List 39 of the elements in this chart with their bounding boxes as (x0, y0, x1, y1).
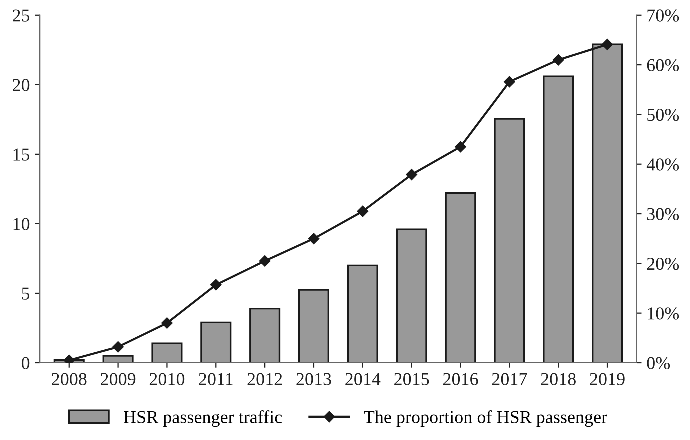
point (162, 318, 173, 329)
point (210, 279, 222, 291)
y2-tick-label: 70% (648, 10, 680, 22)
y2-tick-label: 60% (647, 59, 680, 72)
y2-tick-label: 40% (646, 158, 680, 171)
y-tick-label: 10 (14, 218, 30, 230)
x-tick-label: 2010 (150, 373, 185, 386)
y-tick-label: 15 (14, 148, 30, 161)
point (406, 169, 418, 180)
x-tick-label: 2018 (541, 373, 576, 386)
legend-label: The proportion of HSR passenger (364, 410, 608, 428)
point (357, 206, 369, 218)
point (552, 54, 564, 66)
y2-tick-label: 30% (647, 208, 680, 221)
x-tick-label: 2011 (199, 373, 233, 386)
point (112, 342, 124, 353)
y-tick-label: 25 (13, 10, 30, 22)
point (259, 256, 271, 267)
x-tick-label: 2008 (52, 373, 87, 386)
y2-tick-label: 50% (648, 108, 680, 122)
x-tick-label: 2013 (296, 373, 332, 386)
x-tick-label: 2009 (101, 373, 136, 386)
point (504, 76, 516, 88)
x-tick-label: 2017 (492, 373, 528, 386)
point (602, 39, 614, 50)
x-tick-label: 2016 (443, 373, 478, 386)
x-tick-label: 2014 (346, 373, 381, 386)
y-tick-label: 0 (22, 357, 30, 370)
y2-tick-label: 0% (647, 357, 670, 370)
y-tick-label: 20 (13, 79, 30, 92)
y-tick-label: 5 (22, 288, 30, 300)
point (455, 141, 466, 153)
legend-label: HSR passenger traffic (124, 410, 282, 428)
x-tick-label: 2012 (248, 373, 282, 386)
y2-tick-label: 10% (648, 308, 680, 320)
x-tick-label: 2015 (394, 373, 430, 386)
y2-tick-label: 20% (647, 258, 680, 270)
x-tick-label: 2019 (590, 373, 625, 386)
point (308, 233, 320, 244)
